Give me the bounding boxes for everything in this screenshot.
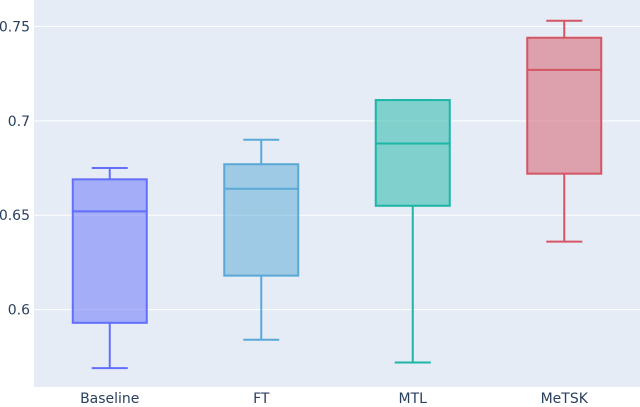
y-tick-label: 0.7 [8, 114, 30, 130]
iqr-box [71, 178, 148, 324]
iqr-box [223, 163, 300, 277]
x-tick-label: Baseline [80, 391, 139, 403]
boxes [71, 19, 603, 370]
box-ft [223, 138, 300, 341]
y-tick-label: 0.65 [0, 208, 30, 224]
iqr-box [526, 36, 603, 175]
box-metsk [526, 19, 603, 243]
box-baseline [71, 167, 148, 370]
y-tick-label: 0.75 [0, 19, 30, 35]
x-tick-label: MeTSK [541, 391, 589, 403]
x-axis-ticks: Baseline FT MTL MeTSK [80, 391, 589, 407]
y-tick-label: 0.6 [8, 303, 30, 319]
x-tick-label: FT [253, 391, 270, 403]
y-axis-ticks: 0.6 0.65 0.7 0.75 [0, 19, 30, 318]
box-mtl [374, 99, 451, 364]
iqr-box [374, 99, 451, 207]
x-tick-label: MTL [399, 391, 428, 403]
